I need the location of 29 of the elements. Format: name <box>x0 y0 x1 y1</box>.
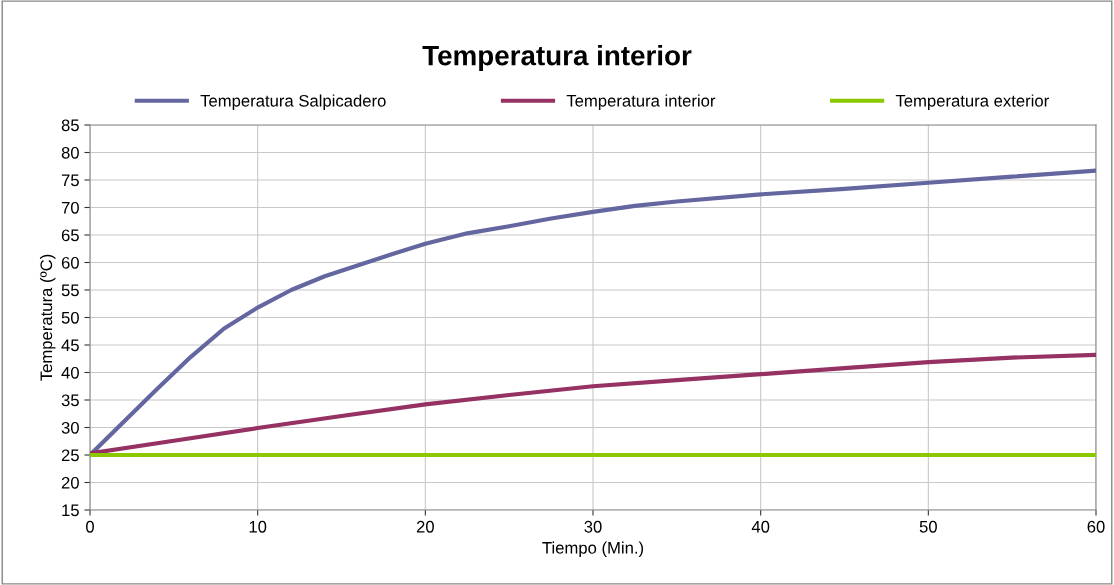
y-tick-label: 45 <box>61 339 79 352</box>
chart-title: Temperatura interior <box>422 45 692 71</box>
x-axis-title: Tiempo (Min.) <box>542 541 644 558</box>
y-tick-label: 55 <box>61 284 79 297</box>
line-series <box>90 352 1096 456</box>
y-tick-label: 70 <box>61 201 79 214</box>
y-tick-label: 75 <box>61 174 79 187</box>
y-tick-label: 80 <box>61 146 79 159</box>
y-tick-label: 25 <box>61 449 79 462</box>
legend-label: Temperatura interior <box>566 94 716 110</box>
y-tick-label: 60 <box>61 256 79 269</box>
y-tick-label: 35 <box>61 394 79 407</box>
y-tick-label: 15 <box>62 504 79 517</box>
x-tick-label: 20 <box>416 520 434 533</box>
x-tick-label: 40 <box>751 520 770 533</box>
x-tick-label: 60 <box>1087 520 1105 533</box>
x-tick-label: 0 <box>86 520 94 533</box>
y-tick-label: 50 <box>61 311 79 324</box>
y-tick-label: 40 <box>61 366 79 379</box>
y-tick-label: 65 <box>61 229 79 242</box>
y-tick-label: 85 <box>61 119 79 132</box>
y-axis-title: Temperatura (ºC) <box>39 254 56 381</box>
y-tick-label: 20 <box>61 476 79 489</box>
legend-label: Temperatura Salpicadero <box>200 94 386 110</box>
y-tick-label: 30 <box>61 421 79 434</box>
x-tick-label: 50 <box>919 520 937 533</box>
x-tick-label: 10 <box>249 520 267 533</box>
legend-label: Temperatura exterior <box>895 94 1049 110</box>
x-tick-label: 30 <box>584 520 602 533</box>
